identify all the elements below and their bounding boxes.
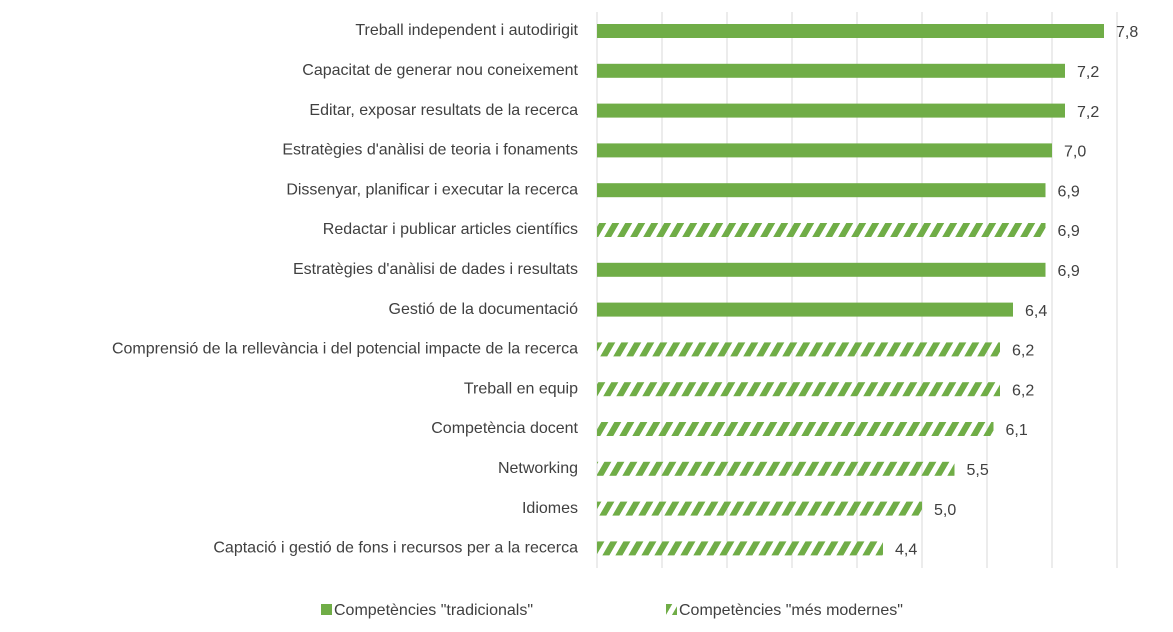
bar	[597, 382, 1000, 397]
y-tick-label: Idiomes	[522, 500, 578, 517]
y-tick-label: Redactar i publicar articles científics	[323, 221, 578, 238]
y-tick-label: Dissenyar, planificar i executar la rece…	[286, 181, 578, 198]
value-label: 6,2	[1012, 343, 1034, 360]
bar	[597, 223, 1046, 237]
bar	[597, 541, 883, 556]
bar	[597, 422, 994, 436]
y-tick-label: Estratègies d'anàlisi de teoria i foname…	[282, 142, 578, 159]
value-label: 6,9	[1058, 223, 1080, 240]
value-label: 7,2	[1077, 104, 1099, 121]
y-tick-label: Captació i gestió de fons i recursos per…	[213, 540, 578, 557]
y-tick-label: Editar, exposar resultats de la recerca	[309, 102, 578, 119]
value-label: 6,1	[1006, 422, 1028, 439]
bar	[597, 262, 1046, 277]
bar	[597, 342, 1000, 357]
y-tick-label: Networking	[498, 460, 578, 477]
legend-label: Competències "tradicionals"	[334, 602, 533, 619]
value-label: 6,9	[1058, 263, 1080, 280]
y-tick-label: Competència docent	[431, 420, 578, 437]
legend-swatch	[666, 604, 677, 615]
y-tick-label: Capacitat de generar nou coneixement	[302, 62, 578, 79]
bar	[597, 103, 1065, 118]
value-label: 7,8	[1116, 24, 1138, 41]
y-tick-label: Comprensió de la rellevància i del poten…	[112, 341, 578, 358]
value-label: 6,2	[1012, 382, 1034, 399]
y-tick-label: Gestió de la documentació	[389, 301, 579, 318]
bar	[597, 461, 955, 476]
legend-swatch	[321, 604, 332, 615]
value-label: 5,5	[967, 462, 989, 479]
value-label: 4,4	[895, 542, 917, 559]
bar	[597, 183, 1046, 198]
y-tick-label: Treball en equip	[464, 380, 578, 397]
y-tick-label: Treball independent i autodirigit	[355, 22, 578, 39]
bar	[597, 63, 1065, 78]
bar	[597, 302, 1013, 317]
bar	[597, 143, 1052, 158]
bar	[597, 24, 1104, 38]
y-tick-label: Estratègies d'anàlisi de dades i resulta…	[293, 261, 578, 278]
bar	[597, 501, 922, 516]
value-label: 5,0	[934, 502, 956, 519]
value-label: 6,4	[1025, 303, 1047, 320]
value-label: 7,2	[1077, 64, 1099, 81]
legend-label: Competències "més modernes"	[679, 602, 903, 619]
value-label: 6,9	[1058, 183, 1080, 200]
value-label: 7,0	[1064, 144, 1086, 161]
